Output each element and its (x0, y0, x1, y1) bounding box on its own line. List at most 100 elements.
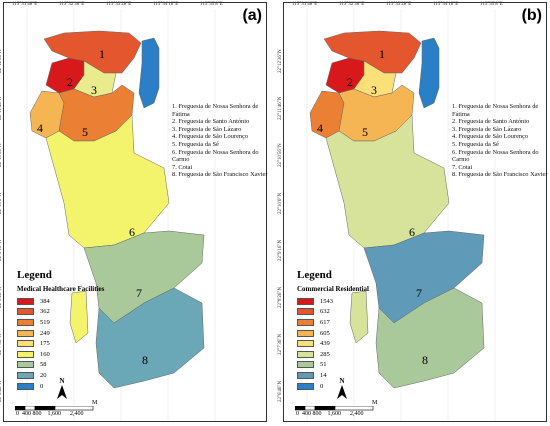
longitude-label: 113°35'8"E (200, 2, 223, 7)
legend-title: Legend (17, 269, 52, 281)
legend-item: 285 (297, 349, 333, 360)
parish-list-item: 3. Freguesia de São Lázaro (172, 125, 242, 133)
longitude-label: 113°34'18"E (153, 2, 179, 7)
legend-items: 384 362 519 249 175 160 58 20 0 (17, 296, 50, 391)
longitude-label: 113°33'28"E (106, 2, 132, 7)
legend-value: 51 (320, 361, 327, 369)
legend-swatch (17, 329, 34, 337)
parish-list-item: 6. Freguesia de Nossa Senhora do (452, 148, 539, 156)
region-label-5: 5 (362, 125, 368, 139)
region-islet (69, 290, 89, 344)
legend-swatch (297, 340, 314, 348)
longitude-label: 113°35'8"E (480, 2, 503, 7)
scale-segment (304, 406, 316, 411)
parish-list-item: Fátima (172, 110, 190, 118)
longitude-label: 113°31'48"E (12, 2, 38, 7)
panel-letter: (b) (521, 7, 542, 24)
parish-list-item: 2. Freguesia de Santo António (452, 118, 530, 126)
parish-list-item: 8. Freguesia de São Francisco Xavier (172, 171, 268, 179)
region-label-3: 3 (371, 83, 377, 97)
legend-swatch (297, 382, 314, 390)
latitude-label: 22°12'36"N (278, 49, 283, 73)
latitude-label: 22°8'26"N (278, 286, 283, 308)
legend-item: 519 (17, 317, 50, 328)
region-label-2: 2 (347, 75, 353, 89)
legend-item: 1543 (297, 296, 333, 307)
longitude-label: 113°31'48"E (292, 2, 318, 7)
parish-list-item: 3. Freguesia de São Lázaro (452, 125, 522, 133)
region-8 (95, 287, 205, 389)
legend-subtitle: Commercial Residential (297, 285, 369, 293)
parish-list-item: 4. Freguesia de São Lourenço (452, 133, 529, 141)
legend-item: 249 (17, 328, 50, 339)
scale-unit: M (372, 400, 378, 406)
legend-value: 439 (320, 340, 330, 348)
region-label-4: 4 (317, 121, 323, 135)
longitude-label: 113°32'38"E (339, 2, 365, 7)
north-arrow-icon: N (56, 377, 68, 404)
parish-list-item: 7. Cotai (452, 163, 473, 171)
scale-bar (15, 406, 94, 411)
legend-swatch (17, 382, 34, 390)
legend-swatch (17, 318, 34, 326)
parish-list-item: 5. Freguesia da Sé (172, 140, 219, 148)
parish-list-item: 1. Freguesia de Nossa Senhora de (452, 103, 539, 110)
region-label-6: 6 (409, 225, 415, 239)
map-panel-b: 1 2 3 4 5 6 7 8 (b) 113°31'48"E 113°32'38"E 113°33'… (278, 2, 547, 422)
legend-title: Legend (297, 269, 332, 281)
region-label-8: 8 (142, 353, 148, 367)
longitude-label: 113°32'38"E (59, 2, 85, 7)
legend-swatch (297, 308, 314, 316)
latitude-label: 22°11'46"N (0, 96, 3, 120)
legend-item: 58 (17, 360, 50, 371)
parish-list-item: 5. Freguesia da Sé (452, 140, 499, 148)
latitude-label: 22°7'36"N (0, 333, 3, 355)
north-label: N (59, 377, 65, 385)
region-7 (363, 230, 485, 324)
panel-letter: (a) (242, 7, 262, 24)
longitude-label: 113°33'28"E (386, 2, 412, 7)
region-label-3: 3 (91, 83, 97, 97)
scale-segment (295, 406, 306, 411)
latitude-label: 22°6'46"N (278, 380, 283, 402)
legend-item: 14 (297, 370, 333, 381)
legend-value: 519 (40, 318, 50, 326)
latitude-label: 22°7'36"N (278, 333, 283, 355)
legend-item: 362 (17, 307, 50, 318)
region-6 (325, 114, 450, 249)
legend-swatch (297, 361, 314, 369)
scale-segment (15, 406, 26, 411)
north-arrow-path (57, 385, 67, 399)
latitude-label: 22°10'56"N (0, 143, 3, 167)
scale-unit: M (92, 400, 98, 406)
legend-item: 175 (17, 338, 50, 349)
scale-segment (34, 406, 56, 411)
parish-list: 1. Freguesia de Nossa Senhora de Fátima 2.… (172, 103, 268, 179)
legend-item: 0 (17, 381, 50, 392)
scale-segment (314, 406, 336, 411)
legend-swatch (17, 371, 34, 379)
legend-subtitle: Medical Healthcare Facilities (17, 285, 105, 293)
latitude-label: 22°8'26"N (0, 286, 3, 308)
parish-list-item: 4. Freguesia de São Lourenço (172, 133, 249, 141)
legend-item: 0 (297, 381, 333, 392)
north-arrow-icon: N (336, 377, 348, 404)
legend-swatch (297, 371, 314, 379)
map-svg (306, 9, 496, 421)
latitude-label: 22°10'6"N (0, 192, 3, 214)
region-6 (45, 114, 170, 249)
legend-swatch (17, 308, 34, 316)
region-7 (83, 230, 205, 324)
scale-labels: 0 400 800 1,600 2,400 (16, 411, 84, 417)
legend-items: 1543 632 617 605 439 285 51 14 0 (297, 296, 333, 391)
scale-bar (295, 406, 374, 411)
region-label-4: 4 (37, 121, 43, 135)
legend-item: 20 (17, 370, 50, 381)
map-svg (26, 9, 216, 421)
legend-value: 285 (320, 350, 330, 358)
parish-list-item: 7. Cotai (172, 163, 193, 171)
legend-value: 20 (40, 371, 47, 379)
legend-item: 51 (297, 360, 333, 371)
region-label-1: 1 (99, 47, 105, 61)
parish-list-item: 1. Freguesia de Nossa Senhora de (172, 103, 259, 110)
